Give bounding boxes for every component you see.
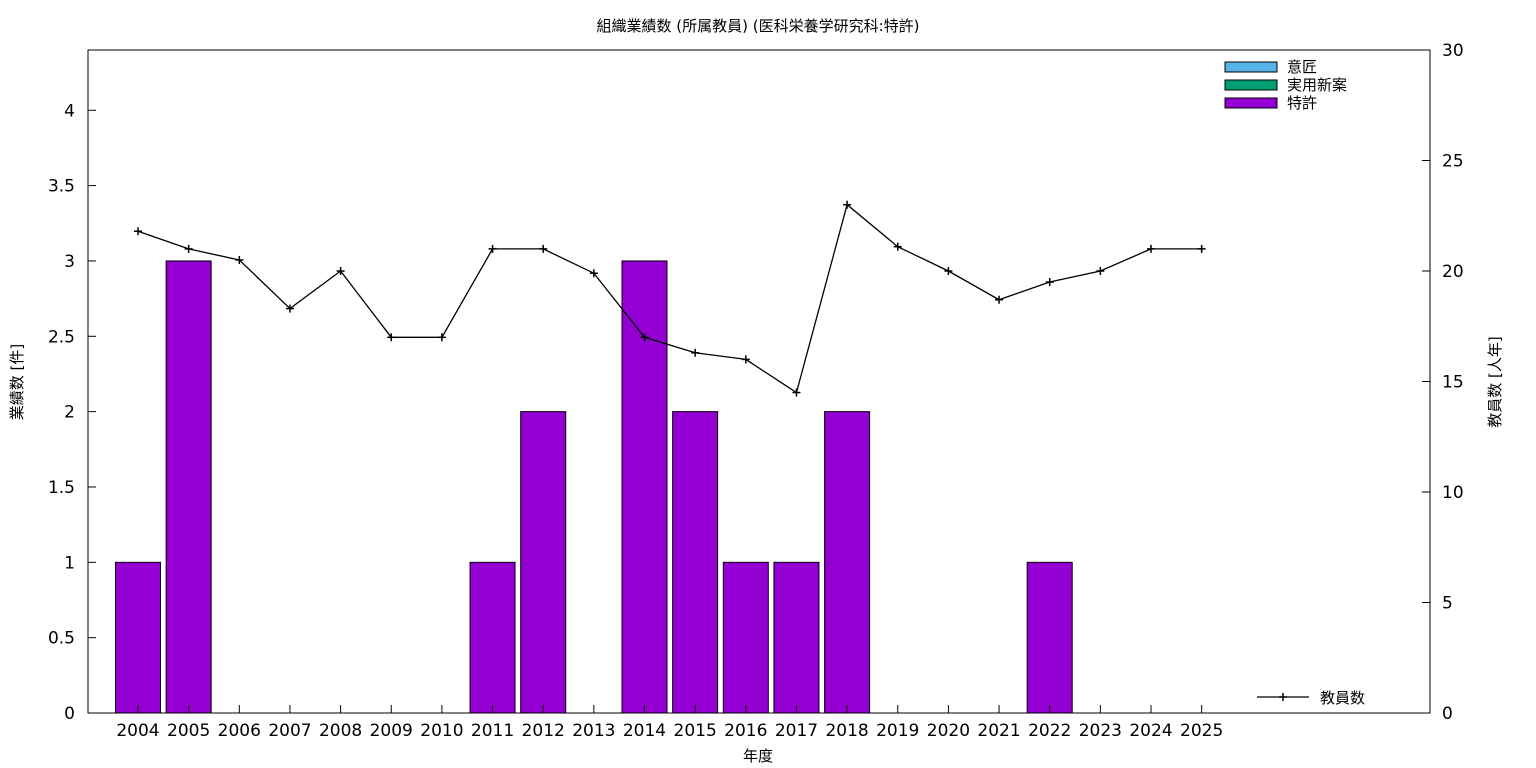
x-tick-label: 2024	[1129, 721, 1172, 741]
teacher-count-point-2024	[1147, 244, 1155, 253]
teacher-count-point-2011	[488, 244, 497, 253]
legend-line-label: 教員数	[1320, 689, 1365, 707]
legend-swatch-2	[1224, 97, 1278, 109]
bar-2017-series-2	[773, 561, 820, 714]
y2-tick-label: 20	[1442, 262, 1464, 282]
y-tick-label: 0	[64, 704, 75, 724]
y2-tick-label: 25	[1442, 152, 1464, 172]
teacher-count-point-2010	[437, 333, 446, 342]
x-tick-label: 2011	[471, 721, 514, 741]
teacher-count-point-2022	[1045, 278, 1054, 287]
legend-swatch-0	[1224, 61, 1278, 73]
teacher-count-point-2014	[640, 333, 649, 342]
x-tick-label: 2016	[724, 721, 767, 741]
x-tick-label: 2005	[167, 721, 210, 741]
teacher-count-point-2018	[843, 200, 852, 209]
bar-2015-series-2	[672, 411, 719, 714]
x-tick-label: 2021	[977, 721, 1020, 741]
y2-tick-label: 10	[1442, 483, 1464, 503]
teacher-count-point-2021	[995, 295, 1004, 304]
teacher-count-point-2013	[589, 269, 598, 278]
x-tick-label: 2009	[370, 721, 413, 741]
y2-axis-label: 教員数 [人年]	[1486, 336, 1504, 427]
x-tick-label: 2004	[116, 721, 159, 741]
x-tick-label: 2006	[218, 721, 261, 741]
x-axis-label: 年度	[743, 747, 773, 765]
teacher-count-line	[137, 203, 1202, 394]
y2-tick-label: 30	[1442, 41, 1464, 61]
teacher-count-point-2015	[691, 348, 700, 357]
y-tick-label: 2	[64, 403, 75, 423]
y-tick-label: 1	[64, 553, 75, 573]
x-tick-label: 2012	[522, 721, 565, 741]
x-tick-label: 2017	[775, 721, 818, 741]
teacher-count-point-2005	[184, 244, 193, 253]
bar-2004-series-2	[115, 561, 161, 714]
teacher-count-point-2023	[1096, 267, 1105, 275]
y-axis-label: 業績数 [件]	[8, 344, 26, 420]
x-tick-label: 2023	[1079, 721, 1122, 741]
teacher-count-point-2012	[539, 244, 548, 253]
bar-2014-series-2	[621, 260, 668, 714]
x-tick-label: 2014	[623, 721, 666, 741]
x-tick-label: 2008	[319, 721, 362, 741]
teacher-count-point-2009	[387, 333, 396, 342]
x-tick-label: 2007	[268, 721, 311, 741]
teacher-count-point-2004	[134, 227, 142, 236]
legend-swatch-1	[1224, 79, 1278, 91]
x-tick-label: 2020	[927, 721, 970, 741]
x-tick-label: 2019	[876, 721, 919, 741]
bar-2011-series-2	[469, 561, 516, 714]
legend-label-2: 特許	[1287, 94, 1317, 112]
y2-tick-label: 0	[1442, 704, 1453, 724]
y2-tick-label: 5	[1442, 594, 1453, 614]
y-tick-label: 2.5	[48, 327, 75, 347]
teacher-count-point-2006	[235, 255, 244, 264]
y-tick-label: 0.5	[48, 629, 75, 649]
teacher-count-point-2007	[285, 304, 294, 313]
y-tick-label: 3	[64, 252, 75, 272]
teacher-count-point-2016	[741, 355, 750, 364]
y2-tick-label: 15	[1442, 373, 1464, 393]
bar-2012-series-2	[520, 411, 567, 714]
bar-2005-series-2	[165, 260, 212, 714]
y-tick-label: 1.5	[48, 478, 75, 498]
x-tick-label: 2010	[420, 721, 463, 741]
x-tick-label: 2018	[825, 721, 868, 741]
legend-label-1: 実用新案	[1287, 76, 1347, 94]
x-tick-label: 2015	[674, 721, 717, 741]
teacher-count-point-2020	[944, 267, 953, 275]
teacher-count-point-2019	[893, 242, 902, 251]
x-tick-label: 2013	[572, 721, 615, 741]
y-tick-label: 3.5	[48, 177, 75, 197]
bar-2022-series-2	[1026, 561, 1073, 714]
bar-2018-series-2	[824, 411, 871, 714]
bar-2016-series-2	[722, 561, 769, 714]
y-tick-label: 4	[64, 101, 75, 121]
x-tick-label: 2025	[1180, 721, 1223, 741]
chart-title: 組織業績数 (所属教員) (医科栄養学研究科:特許)	[596, 17, 919, 35]
teacher-count-point-2017	[792, 388, 801, 397]
legend-label-0: 意匠	[1287, 58, 1317, 76]
x-tick-label: 2022	[1028, 721, 1071, 741]
teacher-count-point-2008	[336, 267, 345, 275]
teacher-count-point-2025	[1197, 244, 1206, 253]
